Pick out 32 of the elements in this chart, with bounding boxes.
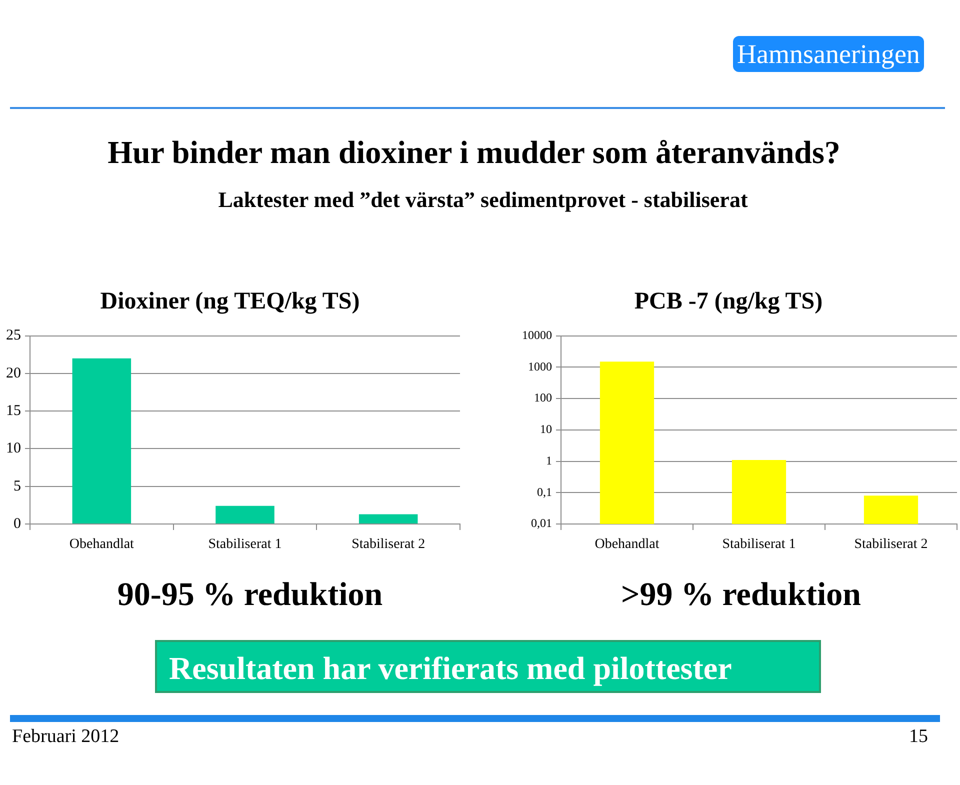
y-tick-label: 1000	[528, 359, 552, 374]
bar	[358, 514, 418, 524]
text: Resultaten har verifierats med pilottester	[155, 640, 821, 693]
y-tick-label: 0,1	[537, 484, 552, 499]
text: 15	[909, 726, 928, 748]
y-tick-label: 0,01	[531, 516, 552, 530]
y-tick-label: 25	[6, 328, 21, 344]
x-tick-label: Stabiliserat 1	[208, 537, 282, 552]
bar	[72, 358, 132, 524]
text: Hur binder man dioxiner i mudder som återanvänds?	[106, 133, 842, 171]
chart-title: Dioxiner (ng TEQ/kg TS)	[100, 288, 360, 315]
x-tick-label: Obehandlat	[594, 537, 660, 552]
chart-title: PCB -7 (ng/kg TS)	[634, 288, 823, 315]
text: 90-95 % reduktion	[116, 576, 384, 614]
text: Laktester med ”det värsta” sedimentprovet - stabiliserat	[217, 186, 749, 214]
y-tick-label: 10000	[522, 328, 552, 342]
x-tick-label: Stabiliserat 2	[854, 537, 928, 552]
y-tick-label: 10	[540, 422, 552, 436]
bar	[216, 506, 274, 524]
x-tick-label: Obehandlat	[69, 537, 134, 552]
y-tick-label: 100	[534, 390, 552, 405]
y-tick-label: 20	[6, 365, 21, 382]
y-tick-label: 5	[14, 478, 21, 494]
text: >99 % reduktion	[620, 576, 862, 614]
y-tick-label: 0	[14, 516, 21, 532]
y-tick-label: 10	[6, 440, 21, 457]
y-tick-label: 1	[546, 453, 552, 468]
x-tick-label: Stabiliserat 2	[352, 537, 426, 552]
x-tick-label: Stabiliserat 1	[722, 537, 796, 552]
y-tick-label: 15	[6, 403, 21, 420]
text: Februari 2012	[12, 726, 120, 748]
text: Hamnsaneringen	[733, 36, 924, 72]
